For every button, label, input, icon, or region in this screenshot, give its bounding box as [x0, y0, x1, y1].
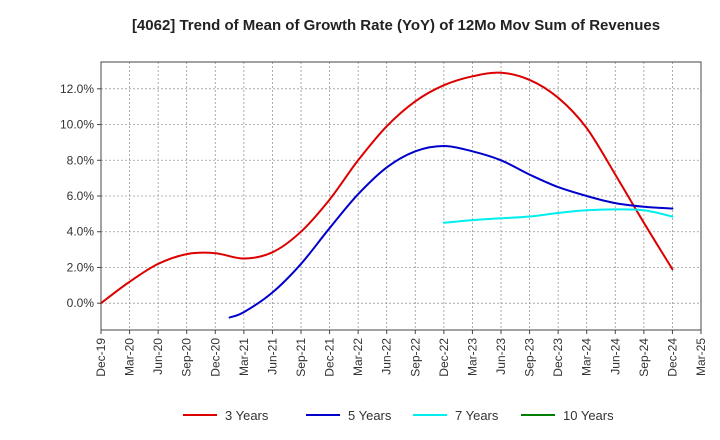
plot-area-frame — [100, 61, 702, 331]
y-tick-label: 10.0% — [60, 118, 94, 132]
x-tick-label: Mar-24 — [580, 338, 594, 376]
x-tick-label: Mar-21 — [237, 338, 251, 376]
series-line-5-years — [228, 145, 674, 319]
y-tick-label: 12.0% — [60, 82, 94, 96]
y-axis: 0.0% 2.0% 4.0% 6.0% 8.0% 10.0% 12.0% — [60, 82, 101, 310]
x-tick-label: Dec-24 — [665, 338, 679, 377]
x-tick-label: Mar-20 — [123, 338, 137, 376]
series-line-7-years — [442, 208, 674, 224]
x-tick-label: Sep-23 — [523, 338, 537, 377]
y-tick-label: 2.0% — [67, 260, 95, 274]
x-tick-label: Sep-24 — [637, 338, 651, 377]
x-tick-label: Jun-20 — [151, 338, 165, 375]
x-tick-label: Sep-22 — [408, 338, 422, 377]
legend-label: 10 Years — [563, 408, 614, 423]
x-tick-label: Dec-23 — [551, 338, 565, 377]
y-tick-label: 4.0% — [67, 225, 95, 239]
x-tick-label: Dec-22 — [437, 338, 451, 377]
legend-label: 5 Years — [348, 408, 392, 423]
x-tick-label: Dec-19 — [94, 338, 108, 377]
x-tick-label: Jun-24 — [608, 338, 622, 375]
x-tick-label: Jun-22 — [380, 338, 394, 375]
series-lines — [100, 71, 674, 319]
x-tick-label: Jun-23 — [494, 338, 508, 375]
legend: 3 Years 5 Years 7 Years 10 Years — [183, 408, 614, 423]
x-tick-label: Mar-25 — [694, 338, 708, 376]
x-tick-label: Dec-20 — [208, 338, 222, 377]
grid — [101, 62, 701, 330]
x-tick-label: Mar-22 — [351, 338, 365, 376]
chart-title: [4062] Trend of Mean of Growth Rate (YoY… — [132, 17, 660, 34]
x-tick-label: Jun-21 — [265, 338, 279, 375]
series-line-3-years — [100, 71, 674, 305]
x-tick-label: Sep-21 — [294, 338, 308, 377]
legend-label: 3 Years — [225, 408, 269, 423]
x-axis: Dec-19 Mar-20 Jun-20 Sep-20 Dec-20 Mar-21 Jun-… — [94, 330, 708, 377]
x-tick-label: Mar-23 — [465, 338, 479, 376]
y-tick-label: 8.0% — [67, 153, 95, 167]
y-tick-label: 6.0% — [67, 189, 95, 203]
x-tick-label: Dec-21 — [323, 338, 337, 377]
y-tick-label: 0.0% — [67, 296, 95, 310]
legend-label: 7 Years — [455, 408, 499, 423]
x-tick-label: Sep-20 — [180, 338, 194, 377]
